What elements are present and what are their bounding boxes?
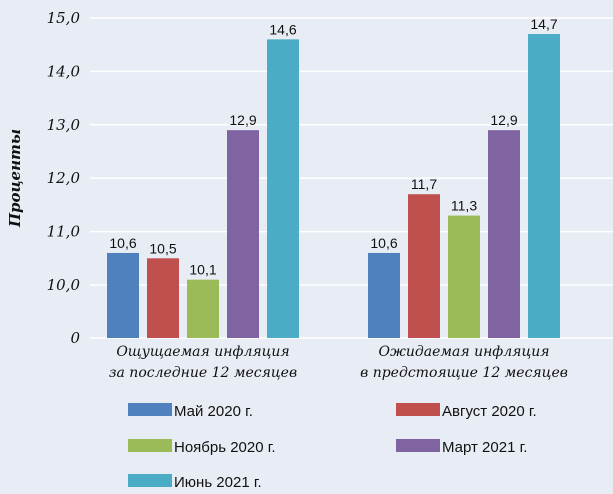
bar [107, 252, 139, 338]
legend-swatch [396, 403, 440, 416]
bar [267, 39, 299, 339]
category-labels: Ощущаемая инфляция за последние 12 месяце… [109, 344, 568, 381]
bar [528, 34, 560, 339]
data-label: 11,7 [411, 176, 437, 192]
legend-entry: Июнь 2021 г. [174, 474, 262, 491]
y-tick-labels: 0 10,0 11,0 12,0 13,0 14,0 15,0 [47, 9, 81, 347]
legend-swatch [128, 439, 172, 452]
bars [107, 34, 560, 339]
y-tick-label: 11,0 [47, 223, 81, 241]
data-label: 12,9 [490, 112, 517, 128]
y-tick-label: 13,0 [47, 116, 81, 134]
y-tick-label: 15,0 [47, 9, 81, 27]
bar [147, 258, 179, 338]
data-label: 10,5 [149, 240, 176, 256]
legend-swatch [128, 474, 172, 487]
category-label: Ожидаемая инфляция [378, 344, 549, 360]
legend-swatch [396, 439, 440, 452]
data-label: 10,6 [109, 235, 136, 251]
bar [227, 130, 259, 338]
bar [488, 130, 520, 338]
legend-entry: Август 2020 г. [442, 403, 537, 420]
legend-entry: Ноябрь 2020 г. [174, 439, 276, 456]
data-label: 14,7 [530, 16, 557, 32]
category-label: Ощущаемая инфляция [116, 344, 289, 360]
legend-entry: Май 2020 г. [174, 403, 253, 420]
legend-swatch [128, 403, 172, 416]
category-label: в предстоящие 12 месяцев [360, 365, 568, 381]
y-tick-label: 10,0 [47, 276, 81, 294]
data-label: 11,3 [451, 198, 477, 214]
category-label: за последние 12 месяцев [109, 365, 297, 381]
y-tick-label: 0 [70, 329, 80, 347]
bar [368, 252, 400, 338]
legend-entry: Март 2021 г. [442, 439, 527, 456]
y-tick-label: 12,0 [47, 169, 81, 187]
data-label: 14,6 [269, 21, 296, 37]
data-label: 12,9 [229, 112, 256, 128]
y-axis-label: Проценты [6, 129, 24, 228]
y-tick-label: 14,0 [47, 62, 81, 80]
data-labels: 10,6 10,5 10,1 12,9 14,6 10,6 11,7 11,3 12,9 14,7 [109, 16, 557, 278]
legend: Май 2020 г. Август 2020 г. Ноябрь 2020 г. М… [128, 403, 537, 491]
data-label: 10,6 [370, 235, 397, 251]
bar [448, 215, 480, 338]
bar [187, 279, 219, 338]
data-label: 10,1 [189, 262, 216, 278]
bar [408, 194, 440, 338]
